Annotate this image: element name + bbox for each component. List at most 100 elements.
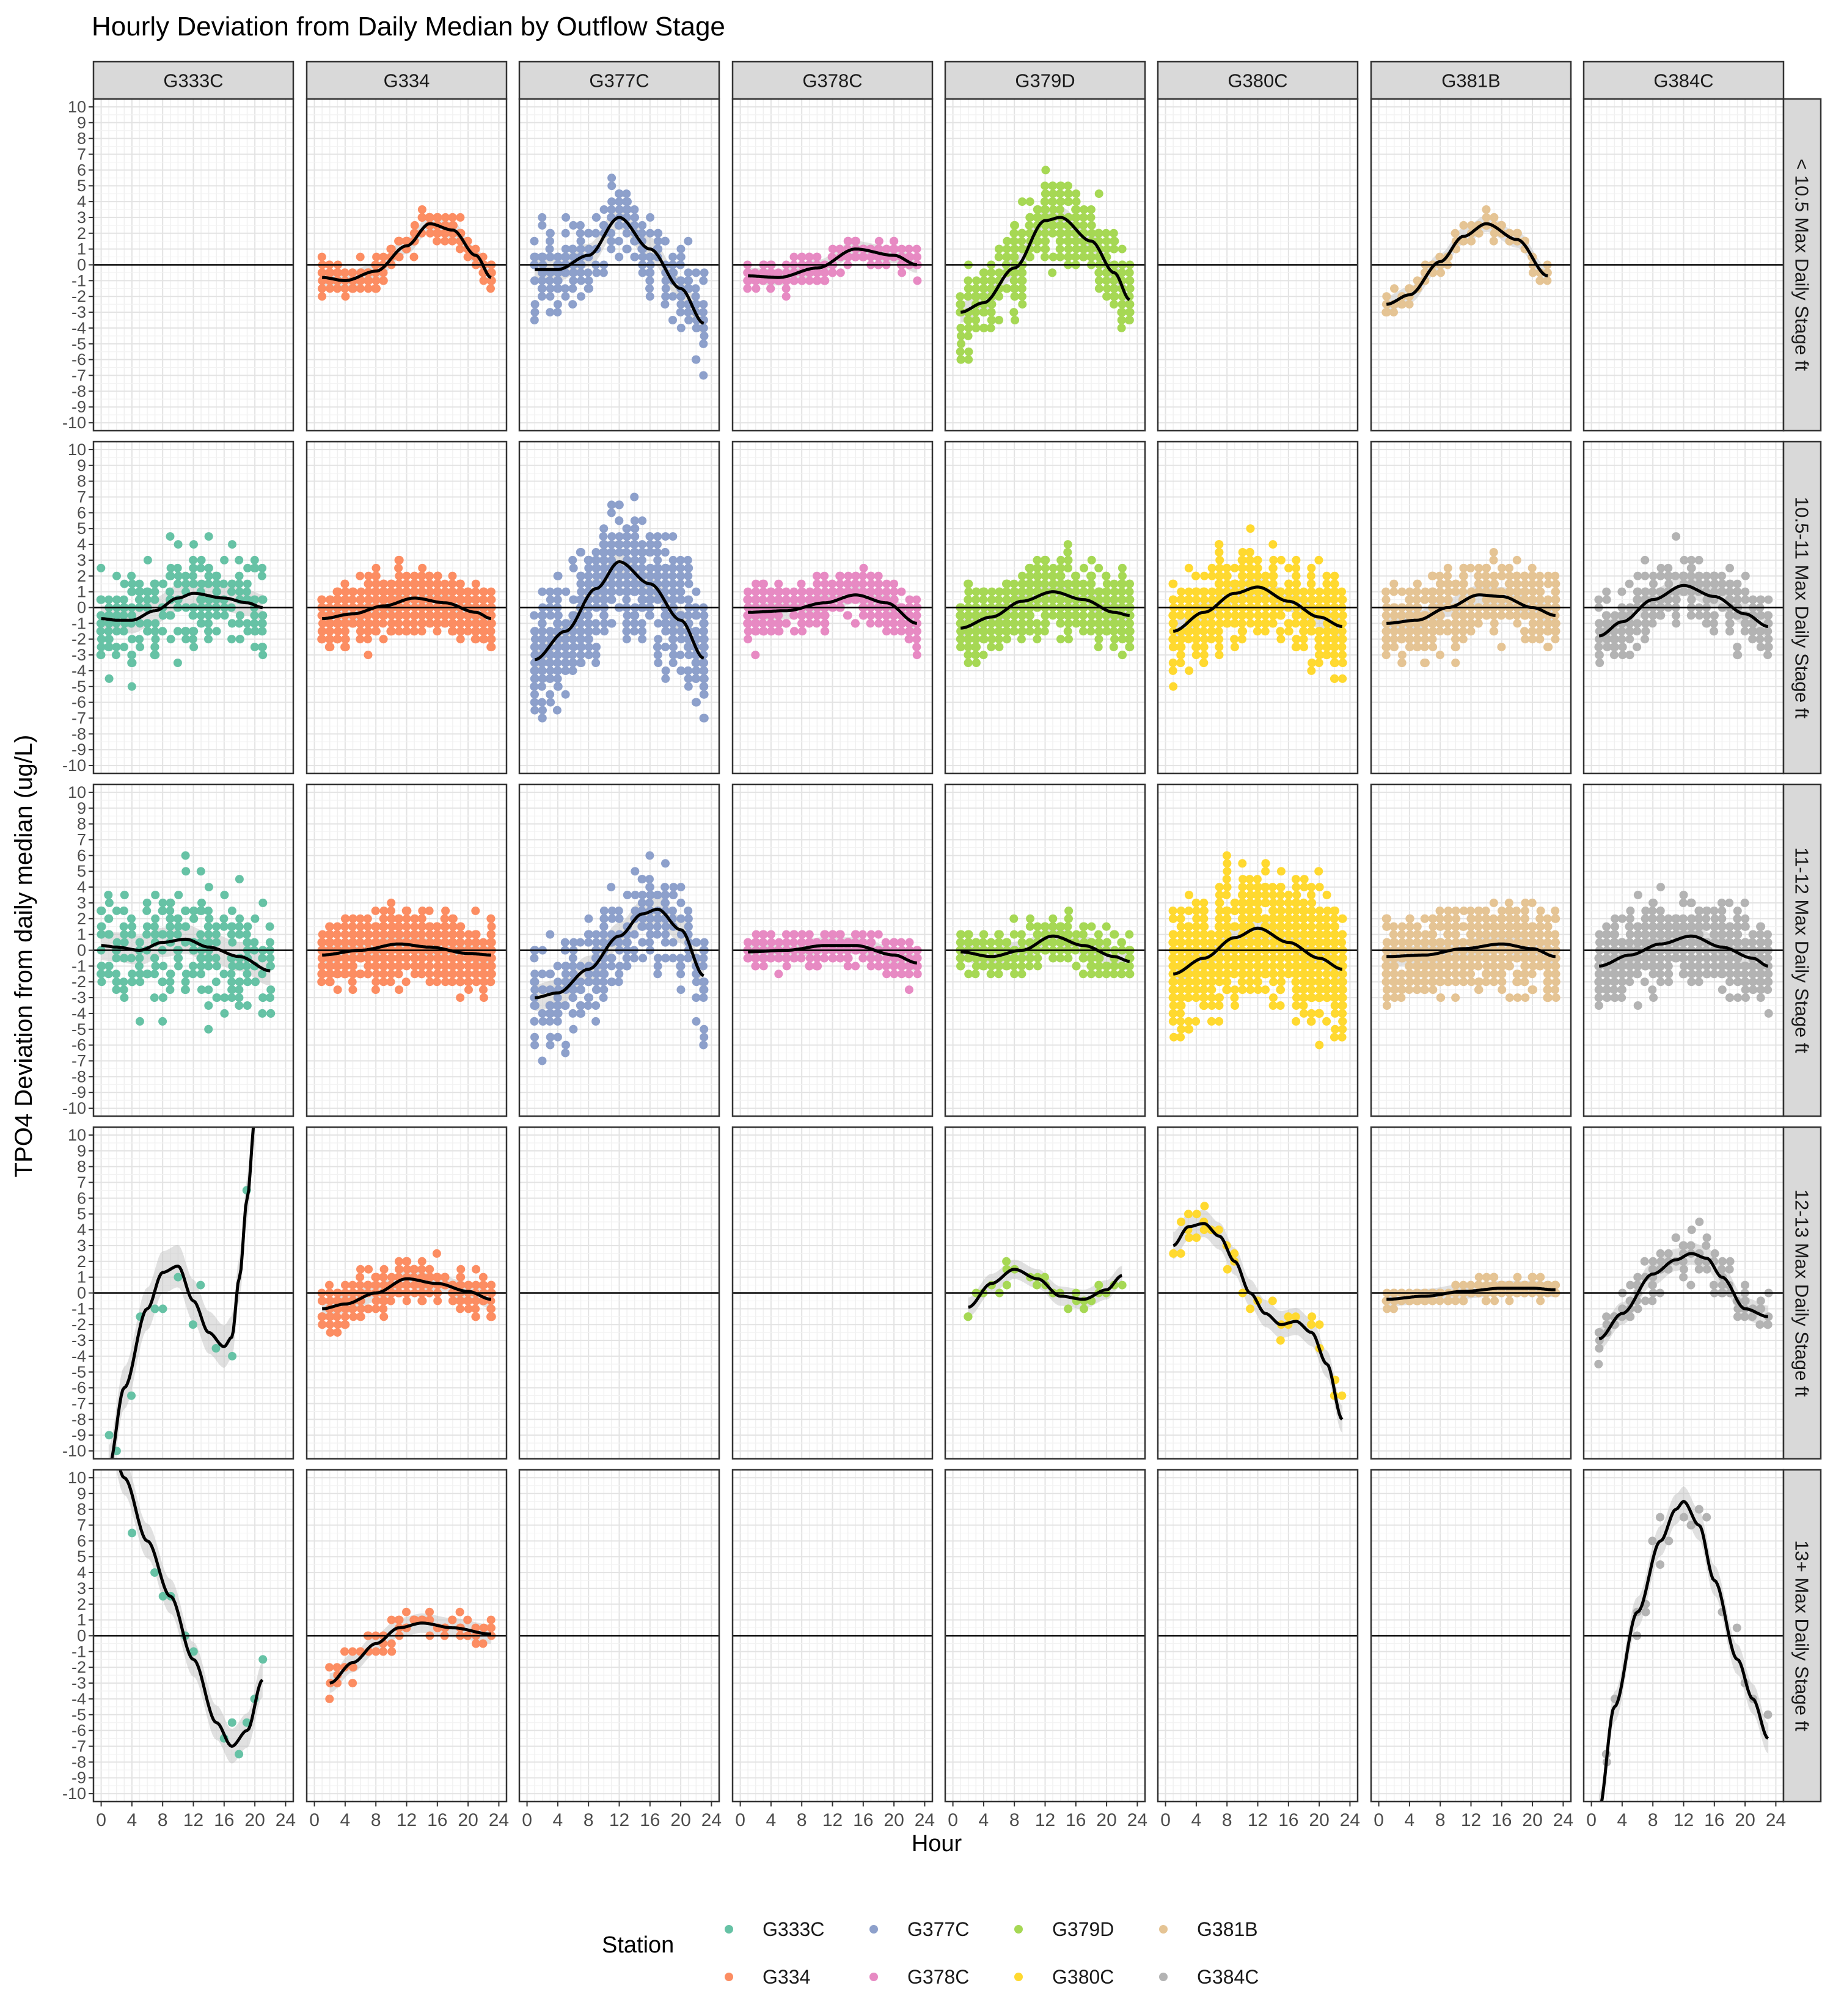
data-point bbox=[243, 579, 252, 588]
data-point bbox=[684, 316, 693, 324]
data-point bbox=[538, 213, 547, 222]
data-point bbox=[645, 532, 654, 541]
data-points bbox=[956, 166, 1135, 364]
data-point bbox=[1033, 579, 1042, 588]
data-point bbox=[235, 635, 244, 644]
data-point bbox=[979, 635, 989, 644]
data-point bbox=[692, 268, 701, 277]
data-point bbox=[243, 627, 252, 636]
data-point bbox=[258, 651, 268, 660]
data-point bbox=[692, 698, 701, 707]
data-point bbox=[1389, 308, 1398, 317]
data-point bbox=[127, 571, 136, 580]
data-point bbox=[334, 627, 343, 636]
data-point bbox=[699, 300, 708, 309]
data-point bbox=[317, 595, 326, 604]
data-point bbox=[326, 595, 335, 604]
data-point bbox=[349, 587, 358, 596]
data-point bbox=[318, 627, 326, 636]
data-point bbox=[1041, 244, 1050, 254]
data-point bbox=[441, 228, 450, 238]
data-point bbox=[577, 659, 586, 667]
data-point bbox=[1017, 635, 1026, 644]
data-point bbox=[987, 308, 996, 317]
data-point bbox=[1017, 228, 1026, 238]
y-tick-label: 0 bbox=[77, 599, 86, 617]
data-point bbox=[1017, 236, 1026, 246]
data-point bbox=[395, 627, 404, 636]
data-point bbox=[135, 579, 144, 588]
data-point bbox=[1513, 228, 1522, 238]
data-point bbox=[1048, 221, 1057, 230]
data-point bbox=[1064, 181, 1072, 191]
data-point bbox=[645, 611, 654, 620]
data-point bbox=[576, 579, 585, 588]
data-point bbox=[562, 643, 571, 652]
data-point bbox=[905, 635, 914, 644]
data-point bbox=[395, 252, 404, 261]
data-point bbox=[599, 611, 609, 620]
data-point bbox=[402, 619, 411, 628]
data-point bbox=[1543, 276, 1552, 285]
panel-content bbox=[733, 236, 932, 301]
data-point bbox=[1490, 213, 1499, 222]
data-point bbox=[972, 276, 981, 285]
data-point bbox=[333, 284, 342, 293]
data-point bbox=[1102, 276, 1111, 285]
data-point bbox=[1102, 587, 1111, 596]
data-point bbox=[1040, 627, 1049, 636]
smooth-line bbox=[535, 216, 704, 325]
data-point bbox=[1080, 205, 1089, 214]
data-point bbox=[553, 300, 562, 309]
data-point bbox=[204, 571, 213, 580]
data-point bbox=[213, 571, 221, 580]
panel-G378C-row0 bbox=[731, 98, 934, 432]
data-point bbox=[1125, 308, 1135, 317]
data-point bbox=[364, 587, 373, 596]
data-point bbox=[630, 516, 639, 525]
data-point bbox=[204, 532, 213, 541]
data-point bbox=[143, 555, 152, 564]
data-point bbox=[326, 643, 335, 652]
panel-content bbox=[307, 205, 507, 301]
data-point bbox=[766, 268, 775, 277]
data-point bbox=[789, 595, 799, 604]
data-point bbox=[433, 619, 442, 628]
confidence-band bbox=[960, 207, 1130, 323]
data-point bbox=[441, 587, 450, 596]
data-point bbox=[471, 595, 480, 604]
smooth-line bbox=[1386, 222, 1548, 306]
data-point bbox=[654, 659, 663, 667]
data-point bbox=[576, 651, 585, 660]
data-point bbox=[119, 595, 128, 604]
data-point bbox=[181, 571, 190, 580]
y-tick-label: -3 bbox=[71, 303, 86, 321]
data-point bbox=[645, 276, 654, 285]
data-point bbox=[677, 292, 686, 301]
data-point bbox=[363, 627, 372, 636]
data-point bbox=[363, 635, 372, 644]
data-point bbox=[653, 228, 662, 238]
data-point bbox=[882, 244, 891, 254]
data-point bbox=[402, 571, 411, 580]
data-point bbox=[257, 571, 266, 580]
data-point bbox=[607, 228, 616, 238]
data-point bbox=[433, 627, 442, 636]
data-point bbox=[561, 292, 570, 301]
data-point bbox=[979, 284, 988, 293]
data-point bbox=[668, 627, 678, 636]
data-point bbox=[858, 579, 868, 588]
data-point bbox=[904, 244, 913, 254]
data-point bbox=[341, 587, 350, 596]
data-point bbox=[668, 635, 677, 644]
data-point bbox=[174, 540, 183, 549]
data-point bbox=[699, 308, 708, 317]
data-point bbox=[530, 690, 539, 699]
data-point bbox=[568, 555, 577, 564]
data-point bbox=[1025, 579, 1034, 588]
data-point bbox=[1072, 587, 1081, 596]
data-point bbox=[782, 276, 791, 285]
data-point bbox=[607, 500, 616, 509]
data-point bbox=[576, 228, 585, 238]
data-point bbox=[561, 690, 570, 699]
